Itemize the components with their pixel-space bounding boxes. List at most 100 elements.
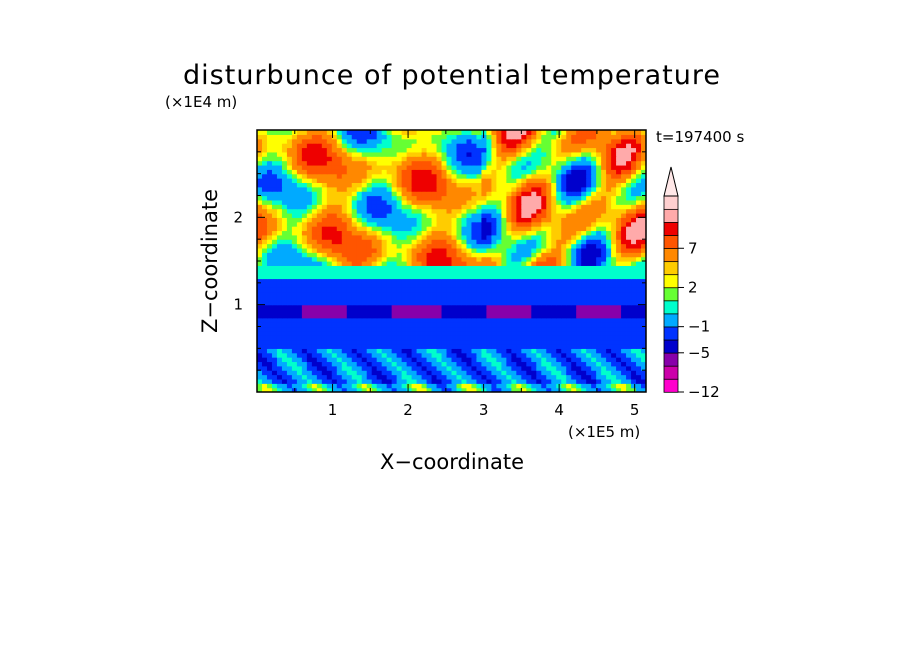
contour-cell xyxy=(361,387,368,392)
contour-cell xyxy=(571,322,577,328)
contour-cell xyxy=(581,156,587,162)
contour-cell xyxy=(641,169,646,175)
contour-cell xyxy=(361,274,368,280)
contour-cell xyxy=(526,326,532,332)
contour-cell xyxy=(351,387,358,392)
contour-cell xyxy=(581,361,587,367)
contour-cell xyxy=(521,282,527,288)
contour-cell xyxy=(381,138,388,144)
contour-cell xyxy=(396,134,403,140)
contour-cell xyxy=(257,247,263,253)
contour-cell xyxy=(471,173,478,179)
contour-cell xyxy=(561,317,567,323)
contour-cell xyxy=(351,221,358,227)
contour-cell xyxy=(606,212,612,218)
contour-cell xyxy=(451,330,458,336)
contour-cell xyxy=(641,326,646,332)
contour-cell xyxy=(521,352,527,358)
contour-cell xyxy=(616,361,622,367)
contour-cell xyxy=(356,204,363,210)
contour-cell xyxy=(331,309,338,314)
contour-cell xyxy=(366,326,373,332)
contour-cell xyxy=(591,339,597,345)
contour-cell xyxy=(301,261,308,266)
contour-cell xyxy=(536,261,542,266)
contour-cell xyxy=(356,143,363,149)
contour-cell xyxy=(541,151,547,157)
contour-cell xyxy=(611,138,617,144)
contour-cell xyxy=(306,383,313,389)
contour-cell xyxy=(536,138,542,144)
contour-cell xyxy=(381,164,388,170)
contour-cell xyxy=(591,178,597,183)
contour-cell xyxy=(536,265,542,271)
contour-cell xyxy=(326,339,333,345)
contour-cell xyxy=(406,208,413,214)
contour-cell xyxy=(511,234,517,240)
contour-cell xyxy=(431,304,438,310)
contour-cell xyxy=(461,339,468,345)
contour-cell xyxy=(281,182,288,188)
contour-cell xyxy=(601,147,607,153)
contour-cell xyxy=(271,212,278,218)
contour-cell xyxy=(326,269,333,275)
contour-cell xyxy=(441,361,448,367)
contour-cell xyxy=(496,160,502,166)
contour-cell xyxy=(536,195,542,201)
contour-cell xyxy=(346,365,353,371)
contour-cell xyxy=(421,182,428,188)
contour-cell xyxy=(366,239,373,245)
contour-cell xyxy=(286,370,293,376)
contour-cell xyxy=(271,186,278,192)
colorbar-swatch xyxy=(663,287,679,302)
contour-cell xyxy=(456,178,463,183)
contour-cell xyxy=(571,300,577,306)
contour-cell xyxy=(606,322,612,328)
contour-cell xyxy=(281,208,288,214)
contour-cell xyxy=(571,326,577,332)
contour-cell xyxy=(356,274,363,280)
contour-cell xyxy=(391,147,398,153)
contour-cell xyxy=(516,178,522,183)
contour-cell xyxy=(516,217,522,223)
contour-cell xyxy=(366,278,373,284)
contour-cell xyxy=(601,234,607,240)
contour-cell xyxy=(257,330,263,336)
contour-cell xyxy=(486,204,492,210)
contour-cell xyxy=(561,278,567,284)
contour-cell xyxy=(326,300,333,306)
contour-cell xyxy=(446,278,453,284)
contour-cell xyxy=(546,378,552,384)
contour-cell xyxy=(521,291,527,297)
contour-cell xyxy=(336,134,343,140)
contour-cell xyxy=(581,343,587,349)
contour-cell xyxy=(516,348,522,354)
contour-cell xyxy=(396,261,403,266)
contour-cell xyxy=(496,156,502,162)
contour-cell xyxy=(386,151,393,157)
contour-cell xyxy=(391,387,398,392)
contour-cell xyxy=(346,300,353,306)
contour-cell xyxy=(281,348,288,354)
contour-cell xyxy=(411,247,418,253)
contour-cell xyxy=(341,278,348,284)
contour-cell xyxy=(526,191,532,197)
contour-cell xyxy=(391,221,398,227)
contour-cell xyxy=(491,343,497,349)
contour-cell xyxy=(461,212,468,218)
contour-cell xyxy=(536,156,542,162)
contour-cell xyxy=(496,261,502,266)
contour-cell xyxy=(481,309,488,314)
contour-cell xyxy=(541,282,547,288)
contour-cell xyxy=(321,348,328,354)
contour-cell xyxy=(296,234,303,240)
contour-cell xyxy=(451,348,458,354)
contour-cell xyxy=(336,151,343,157)
contour-cell xyxy=(401,252,408,258)
contour-cell xyxy=(286,387,293,392)
contour-cell xyxy=(426,182,433,188)
contour-cell xyxy=(351,247,358,253)
contour-cell xyxy=(306,204,313,210)
contour-cell xyxy=(381,204,388,210)
contour-cell xyxy=(501,239,507,245)
